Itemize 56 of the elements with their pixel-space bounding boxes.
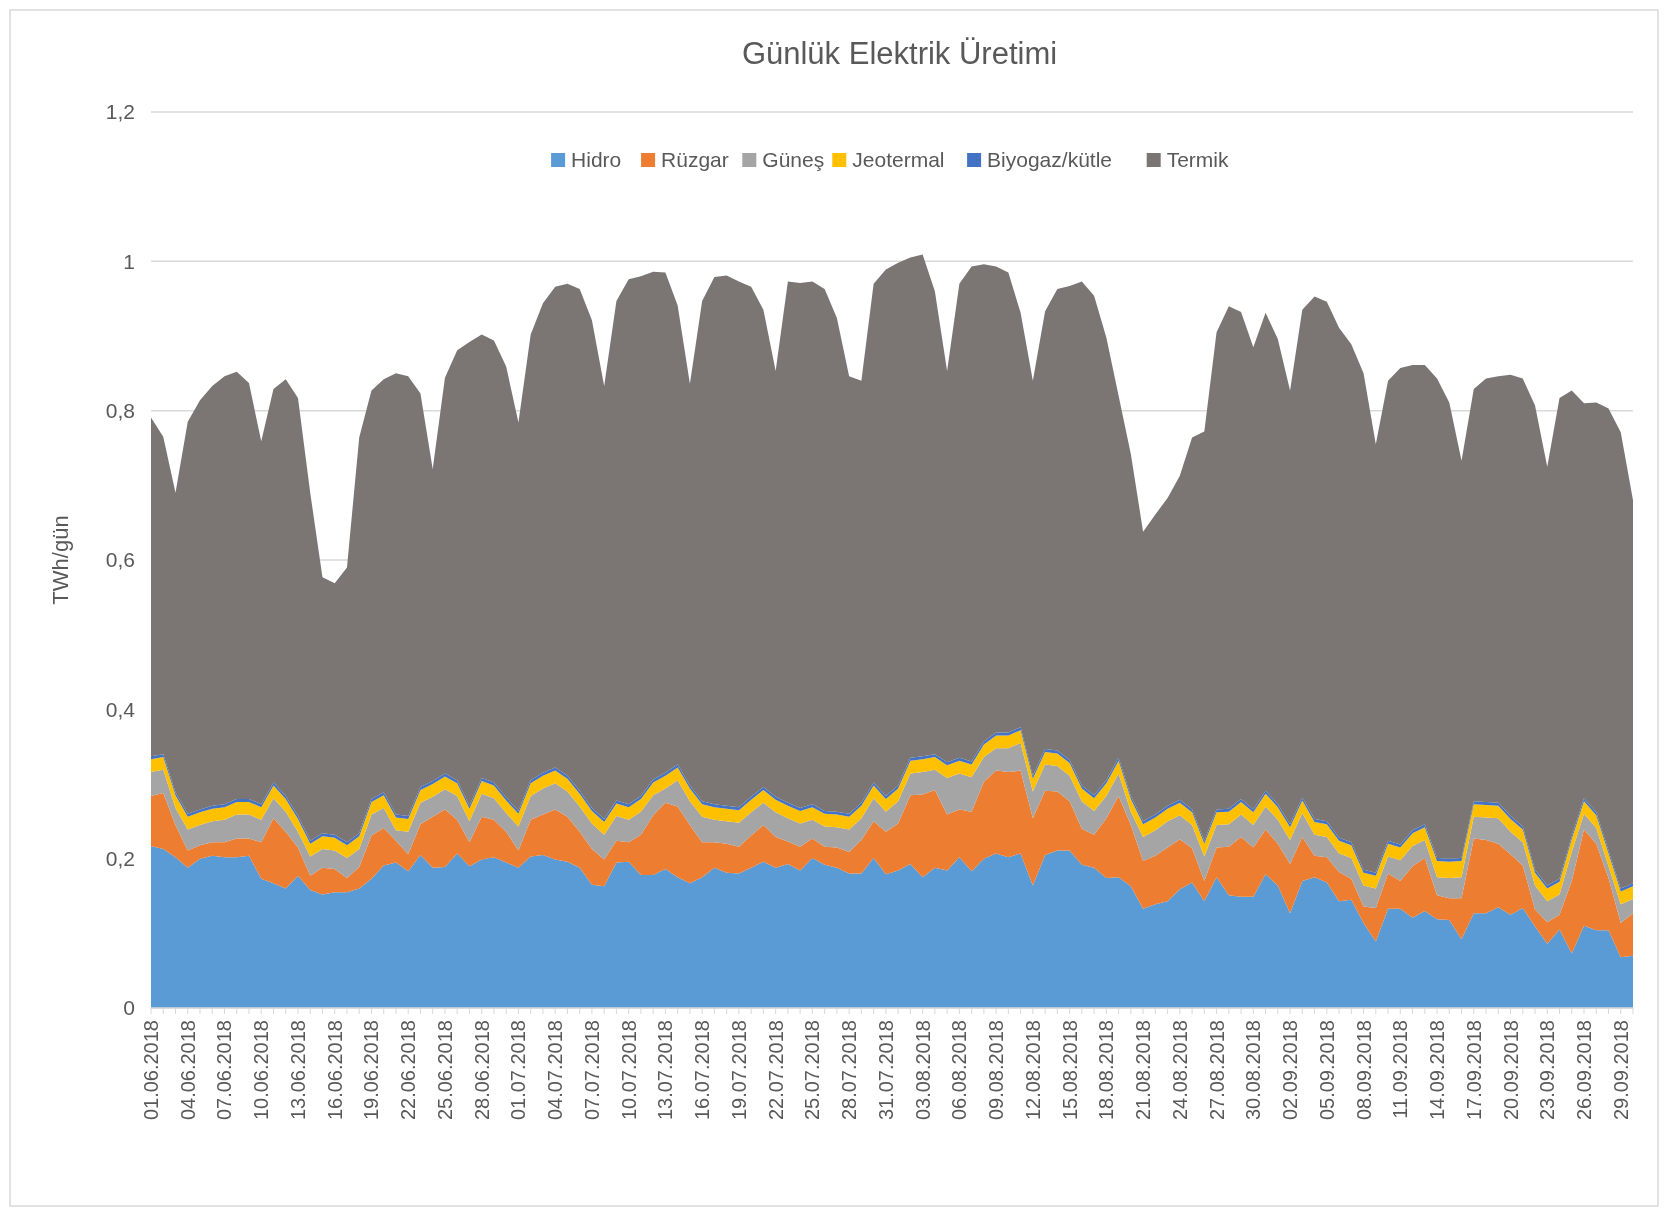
y-tick-label: 0 xyxy=(123,996,135,1020)
x-tick-label: 08.09.2018 xyxy=(1352,1020,1375,1121)
y-tick-label: 0,8 xyxy=(105,399,135,423)
y-axis-title: TWh/gün xyxy=(48,515,73,605)
x-tick-label: 23.09.2018 xyxy=(1536,1020,1559,1121)
x-tick-label: 22.07.2018 xyxy=(764,1020,787,1121)
x-tick-label: 04.07.2018 xyxy=(544,1020,567,1121)
legend-label: Rüzgar xyxy=(661,148,729,172)
x-tick-label: 19.07.2018 xyxy=(727,1020,750,1121)
x-tick-label: 27.08.2018 xyxy=(1205,1020,1228,1121)
x-tick-label: 10.07.2018 xyxy=(617,1020,640,1121)
x-tick-label: 13.07.2018 xyxy=(654,1020,677,1121)
x-tick-label: 07.07.2018 xyxy=(580,1020,603,1121)
legend-label: Hidro xyxy=(571,148,622,172)
y-tick-label: 1 xyxy=(123,249,135,273)
x-tick-label: 03.08.2018 xyxy=(911,1020,934,1121)
x-tick-label: 26.09.2018 xyxy=(1573,1020,1596,1121)
x-tick-label: 01.07.2018 xyxy=(507,1020,530,1121)
x-tick-label: 11.09.2018 xyxy=(1389,1020,1412,1119)
x-tick-label: 01.06.2018 xyxy=(140,1020,162,1121)
x-tick-label: 10.06.2018 xyxy=(250,1020,273,1121)
x-tick-label: 14.09.2018 xyxy=(1426,1020,1449,1121)
x-tick-label: 17.09.2018 xyxy=(1462,1020,1485,1121)
x-tick-label: 21.08.2018 xyxy=(1132,1020,1155,1121)
legend-label: Biyogaz/kütle xyxy=(987,148,1113,172)
y-tick-label: 1,2 xyxy=(105,100,135,124)
x-tick-label: 09.08.2018 xyxy=(985,1020,1008,1121)
x-tick-label: 28.06.2018 xyxy=(470,1020,493,1121)
y-tick-label: 0,4 xyxy=(105,697,136,721)
x-tick-label: 15.08.2018 xyxy=(1058,1020,1081,1121)
x-tick-label: 18.08.2018 xyxy=(1095,1020,1118,1121)
x-tick-label: 12.08.2018 xyxy=(1021,1020,1044,1121)
x-tick-label: 29.09.2018 xyxy=(1609,1020,1632,1121)
x-tick-label: 16.07.2018 xyxy=(691,1020,714,1121)
y-tick-label: 0,2 xyxy=(105,847,135,871)
x-tick-label: 05.09.2018 xyxy=(1315,1020,1338,1121)
x-tick-label: 20.09.2018 xyxy=(1499,1020,1522,1121)
x-tick-label: 16.06.2018 xyxy=(323,1020,346,1121)
x-tick-label: 31.07.2018 xyxy=(874,1020,897,1121)
x-tick-label: 13.06.2018 xyxy=(286,1020,309,1121)
legend-label: Güneş xyxy=(762,148,825,172)
y-tick-label: 0,6 xyxy=(105,548,135,572)
x-tick-label: 24.08.2018 xyxy=(1168,1020,1191,1121)
legend-label: Termik xyxy=(1166,148,1230,172)
x-tick-label: 22.06.2018 xyxy=(397,1020,420,1121)
legend-label: Jeotermal xyxy=(852,148,945,172)
x-tick-label: 30.08.2018 xyxy=(1242,1020,1265,1121)
x-tick-label: 28.07.2018 xyxy=(838,1020,861,1121)
x-tick-label: 25.06.2018 xyxy=(433,1020,456,1121)
x-tick-label: 07.06.2018 xyxy=(213,1020,236,1121)
x-tick-label: 25.07.2018 xyxy=(801,1020,824,1121)
x-tick-label: 04.06.2018 xyxy=(176,1020,199,1121)
chart-title: Günlük Elektrik Üretimi xyxy=(741,36,1058,71)
x-tick-label: 19.06.2018 xyxy=(360,1020,383,1121)
x-tick-label: 02.09.2018 xyxy=(1279,1020,1302,1121)
x-tick-label: 06.08.2018 xyxy=(948,1020,971,1121)
